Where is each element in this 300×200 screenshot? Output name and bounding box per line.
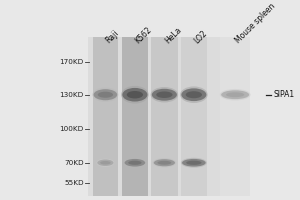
FancyBboxPatch shape bbox=[250, 37, 269, 196]
FancyBboxPatch shape bbox=[88, 37, 269, 196]
Text: LO2: LO2 bbox=[192, 28, 209, 45]
Ellipse shape bbox=[186, 161, 202, 165]
Ellipse shape bbox=[180, 86, 208, 103]
FancyBboxPatch shape bbox=[151, 37, 178, 196]
Text: 170KD: 170KD bbox=[60, 59, 84, 65]
Ellipse shape bbox=[97, 159, 114, 167]
FancyBboxPatch shape bbox=[181, 37, 207, 196]
FancyBboxPatch shape bbox=[220, 37, 250, 196]
Ellipse shape bbox=[127, 91, 143, 98]
Ellipse shape bbox=[97, 160, 113, 166]
Ellipse shape bbox=[128, 161, 142, 165]
Text: HeLa: HeLa bbox=[163, 25, 183, 45]
Ellipse shape bbox=[94, 89, 117, 100]
FancyBboxPatch shape bbox=[93, 37, 118, 196]
Ellipse shape bbox=[152, 89, 177, 101]
Text: K562: K562 bbox=[134, 25, 154, 45]
FancyBboxPatch shape bbox=[122, 37, 148, 196]
Text: Mouse spleen: Mouse spleen bbox=[234, 2, 277, 45]
Ellipse shape bbox=[121, 86, 149, 104]
Text: SIPA1: SIPA1 bbox=[274, 90, 295, 99]
Ellipse shape bbox=[186, 91, 202, 98]
Ellipse shape bbox=[181, 88, 206, 101]
Text: 55KD: 55KD bbox=[64, 180, 84, 186]
Ellipse shape bbox=[122, 88, 147, 102]
Ellipse shape bbox=[124, 158, 146, 168]
Ellipse shape bbox=[98, 92, 113, 98]
Text: Raji: Raji bbox=[104, 28, 121, 45]
Ellipse shape bbox=[226, 92, 244, 97]
Ellipse shape bbox=[182, 159, 206, 167]
Ellipse shape bbox=[221, 90, 249, 99]
Ellipse shape bbox=[153, 158, 176, 167]
Ellipse shape bbox=[124, 159, 145, 167]
Ellipse shape bbox=[158, 161, 171, 165]
Ellipse shape bbox=[220, 89, 250, 100]
Ellipse shape bbox=[92, 88, 119, 102]
Ellipse shape bbox=[151, 87, 178, 102]
Ellipse shape bbox=[181, 158, 207, 168]
Text: 130KD: 130KD bbox=[60, 92, 84, 98]
Text: 70KD: 70KD bbox=[64, 160, 84, 166]
Ellipse shape bbox=[156, 91, 172, 98]
Ellipse shape bbox=[100, 161, 111, 165]
Text: 100KD: 100KD bbox=[60, 126, 84, 132]
Ellipse shape bbox=[154, 159, 175, 166]
